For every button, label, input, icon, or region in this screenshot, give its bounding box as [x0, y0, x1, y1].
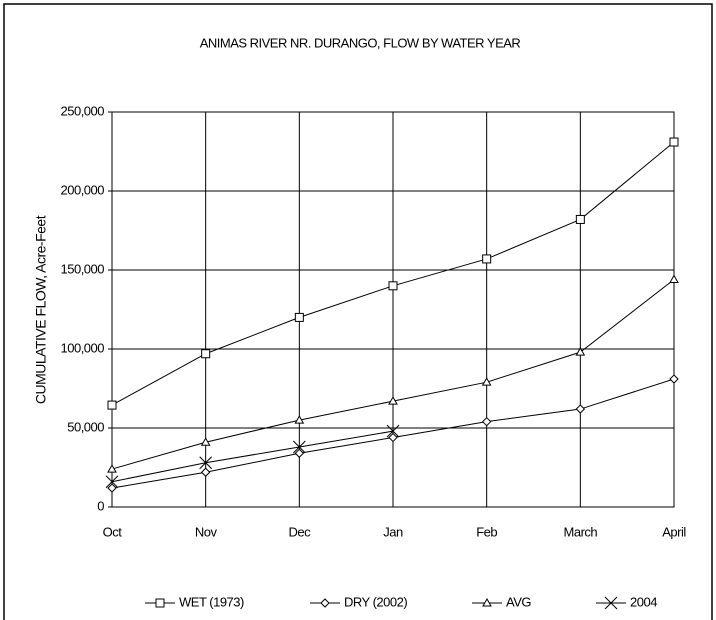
marker	[200, 467, 211, 477]
marker	[575, 404, 586, 414]
legend-label: AVG	[506, 594, 531, 609]
legend-item: 2004	[596, 594, 658, 610]
legend-item: DRY (2002)	[310, 594, 408, 609]
y-axis-label: CUMULATIVE FLOW, Acre-Feet	[33, 215, 49, 404]
marker	[482, 597, 492, 607]
marker	[481, 416, 492, 427]
marker	[294, 312, 304, 322]
marker	[604, 596, 618, 610]
marker	[107, 464, 117, 473]
marker	[388, 281, 398, 291]
x-tick-label: March	[564, 524, 598, 539]
legend-item: AVG	[472, 594, 532, 609]
chart-border	[3, 3, 713, 620]
marker	[669, 274, 679, 283]
y-tick-label: 50,000	[67, 419, 104, 434]
y-tick-label: 250,000	[61, 103, 105, 118]
marker	[201, 349, 211, 359]
y-tick-label: 150,000	[61, 261, 105, 276]
marker	[107, 400, 117, 410]
chart-title: ANIMAS RIVER NR. DURANGO, FLOW BY WATER …	[200, 35, 521, 50]
marker	[200, 437, 211, 446]
plot-area	[111, 111, 675, 508]
marker	[482, 254, 492, 264]
marker	[575, 214, 585, 224]
marker	[199, 456, 213, 470]
x-tick-label: April	[662, 524, 686, 539]
marker	[320, 598, 330, 608]
y-tick-label: 0	[97, 498, 104, 513]
marker	[669, 374, 679, 384]
x-tick-label: Feb	[476, 524, 497, 539]
marker	[575, 347, 586, 356]
legend-label: DRY (2002)	[344, 594, 407, 609]
x-tick-label: Jan	[383, 524, 403, 539]
x-tick-label: Nov	[195, 524, 218, 539]
legend-item: WET (1973)	[145, 594, 245, 609]
marker	[105, 475, 119, 489]
marker	[155, 598, 165, 608]
y-tick-label: 100,000	[61, 340, 105, 355]
x-tick-label: Dec	[289, 524, 312, 539]
marker	[294, 448, 305, 458]
marker	[388, 396, 398, 405]
legend-label: 2004	[630, 594, 657, 609]
series-line	[111, 430, 394, 483]
marker	[292, 440, 306, 454]
legend-label: WET (1973)	[179, 594, 244, 609]
marker	[107, 483, 117, 493]
x-tick-label: Oct	[103, 524, 123, 539]
marker	[386, 424, 400, 438]
y-tick-label: 200,000	[61, 182, 105, 197]
marker	[294, 415, 305, 424]
marker	[669, 137, 679, 147]
marker	[388, 432, 398, 443]
marker	[481, 377, 492, 386]
